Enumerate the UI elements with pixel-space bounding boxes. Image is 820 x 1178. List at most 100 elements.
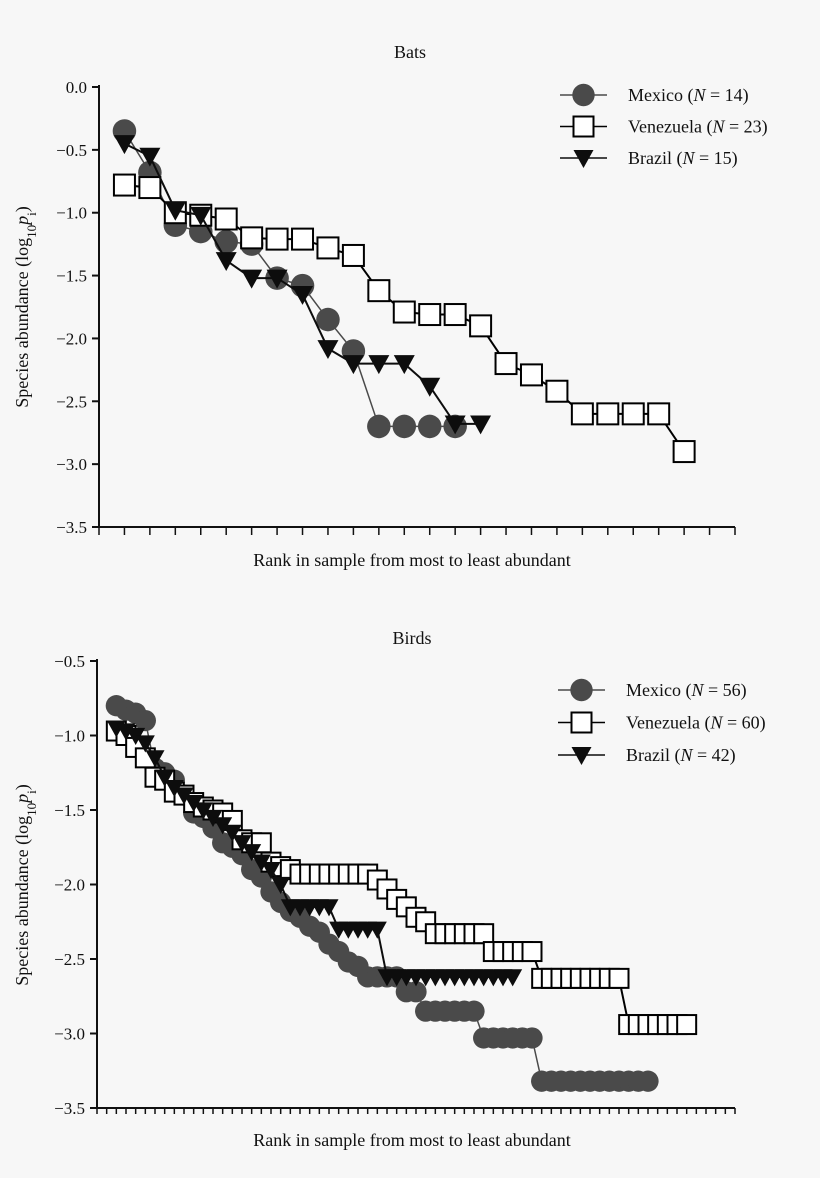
y-tick-label: −1.0 xyxy=(54,727,85,746)
y-axis-label-part: i xyxy=(24,212,39,216)
legend-label: Brazil (N = 42) xyxy=(626,745,736,766)
data-point-square xyxy=(240,226,264,250)
legend-label-text: Venezuela ( xyxy=(628,117,712,138)
data-point-triangle xyxy=(242,844,262,862)
data-point-circle xyxy=(572,83,595,107)
legend-item: Mexico (N = 14) xyxy=(560,83,749,107)
data-point-triangle xyxy=(251,854,271,872)
series-line xyxy=(123,130,456,428)
chart-title: Bats xyxy=(394,42,426,62)
y-axis-label-part: Species abundance (log xyxy=(12,816,33,986)
data-point-triangle xyxy=(368,355,390,375)
data-point-circle xyxy=(367,414,391,439)
data-point-triangle xyxy=(271,876,291,894)
legend-label-text: Brazil ( xyxy=(628,148,682,169)
data-point-square xyxy=(647,402,671,426)
data-point-square xyxy=(367,279,391,303)
legend-label-count: = 60) xyxy=(722,713,765,734)
y-tick-label: −1.5 xyxy=(54,801,85,820)
y-axis-label-part: ) xyxy=(12,206,33,212)
data-point-square xyxy=(138,176,162,200)
y-tick-label: −3.0 xyxy=(56,455,87,474)
legend-label-n: N xyxy=(709,713,723,733)
data-point-triangle xyxy=(174,787,194,805)
y-axis-label-part: ) xyxy=(12,784,33,790)
legend-label-n: N xyxy=(681,148,695,168)
y-tick-label: 0.0 xyxy=(66,78,87,97)
data-point-triangle xyxy=(135,735,155,753)
data-point-square xyxy=(265,227,289,251)
legend-label: Mexico (N = 14) xyxy=(628,85,749,106)
legend-label-count: = 23) xyxy=(724,117,767,138)
data-point-triangle xyxy=(470,415,492,435)
y-axis-label-part: p xyxy=(12,216,32,227)
data-point-triangle xyxy=(419,377,441,397)
data-point-square xyxy=(570,402,594,426)
data-point-circle xyxy=(521,1027,543,1049)
legend-label-text: Venezuela ( xyxy=(626,713,710,734)
legend-label-n: N xyxy=(711,117,725,137)
data-point-triangle xyxy=(193,802,213,820)
data-point-triangle xyxy=(164,201,186,221)
data-point-square xyxy=(545,379,569,403)
legend-label-count: = 56) xyxy=(704,680,747,701)
bats-chart: Bats Rank in sample from most to least a… xyxy=(12,42,768,570)
legend-item: Venezuela (N = 23) xyxy=(560,115,768,138)
legend-label-count: = 15) xyxy=(695,148,738,169)
y-tick-label: −1.5 xyxy=(56,267,87,286)
data-point-circle xyxy=(134,709,156,732)
y-tick-label: −0.5 xyxy=(54,652,85,671)
data-point-square xyxy=(621,402,645,426)
y-axis-label: Species abundance (log10pi) xyxy=(12,206,39,408)
data-point-square xyxy=(494,352,518,376)
data-point-triangle xyxy=(393,355,415,375)
y-axis-label-part: i xyxy=(24,790,39,794)
data-point-triangle xyxy=(444,415,466,435)
data-point-square xyxy=(473,923,495,945)
legend-label: Venezuela (N = 60) xyxy=(626,713,766,734)
legend-item: Brazil (N = 42) xyxy=(558,745,736,766)
data-point-square xyxy=(443,303,467,327)
y-axis-label: Species abundance (log10pi) xyxy=(12,784,39,986)
data-point-square xyxy=(214,207,238,231)
data-point-triangle xyxy=(139,147,161,167)
data-point-triangle xyxy=(222,824,242,842)
y-axis-label-part: 10 xyxy=(24,225,39,238)
legend-item: Mexico (N = 56) xyxy=(558,678,747,702)
legend-label-n: N xyxy=(692,85,706,105)
data-point-triangle xyxy=(342,355,364,375)
data-point-circle xyxy=(417,414,442,439)
legend-item: Brazil (N = 15) xyxy=(560,148,738,169)
data-point-circle xyxy=(637,1070,659,1092)
y-tick-label: −1.0 xyxy=(56,204,87,223)
y-axis-label-part: Species abundance (log xyxy=(12,238,33,408)
x-axis-label: Rank in sample from most to least abunda… xyxy=(253,1130,570,1150)
data-point-circle xyxy=(405,981,427,1003)
data-point-square xyxy=(418,303,442,327)
data-point-triangle xyxy=(266,269,288,289)
data-point-triangle xyxy=(145,750,165,768)
y-axis-label-part: 10 xyxy=(24,803,39,816)
y-tick-label: −3.0 xyxy=(54,1025,85,1044)
data-point-square xyxy=(316,236,340,260)
data-point-square xyxy=(469,314,493,338)
data-point-circle xyxy=(570,678,593,702)
y-tick-label: −2.0 xyxy=(56,329,87,348)
data-point-circle xyxy=(463,1000,485,1022)
data-point-square xyxy=(570,711,593,734)
legend-label-text: Mexico ( xyxy=(628,85,693,106)
data-point-triangle xyxy=(319,899,339,917)
series-triangle-down xyxy=(106,720,523,987)
data-point-triangle xyxy=(155,769,175,787)
data-point-square xyxy=(521,941,543,963)
y-tick-label: −3.5 xyxy=(54,1099,85,1118)
data-point-square xyxy=(672,440,696,464)
data-point-triangle xyxy=(126,727,146,745)
data-point-triangle xyxy=(116,723,136,741)
series-triangle-down xyxy=(113,135,492,435)
legend-label-count: = 14) xyxy=(706,85,749,106)
data-point-triangle xyxy=(113,135,135,155)
data-point-triangle xyxy=(503,969,523,987)
data-point-square xyxy=(676,1014,698,1036)
